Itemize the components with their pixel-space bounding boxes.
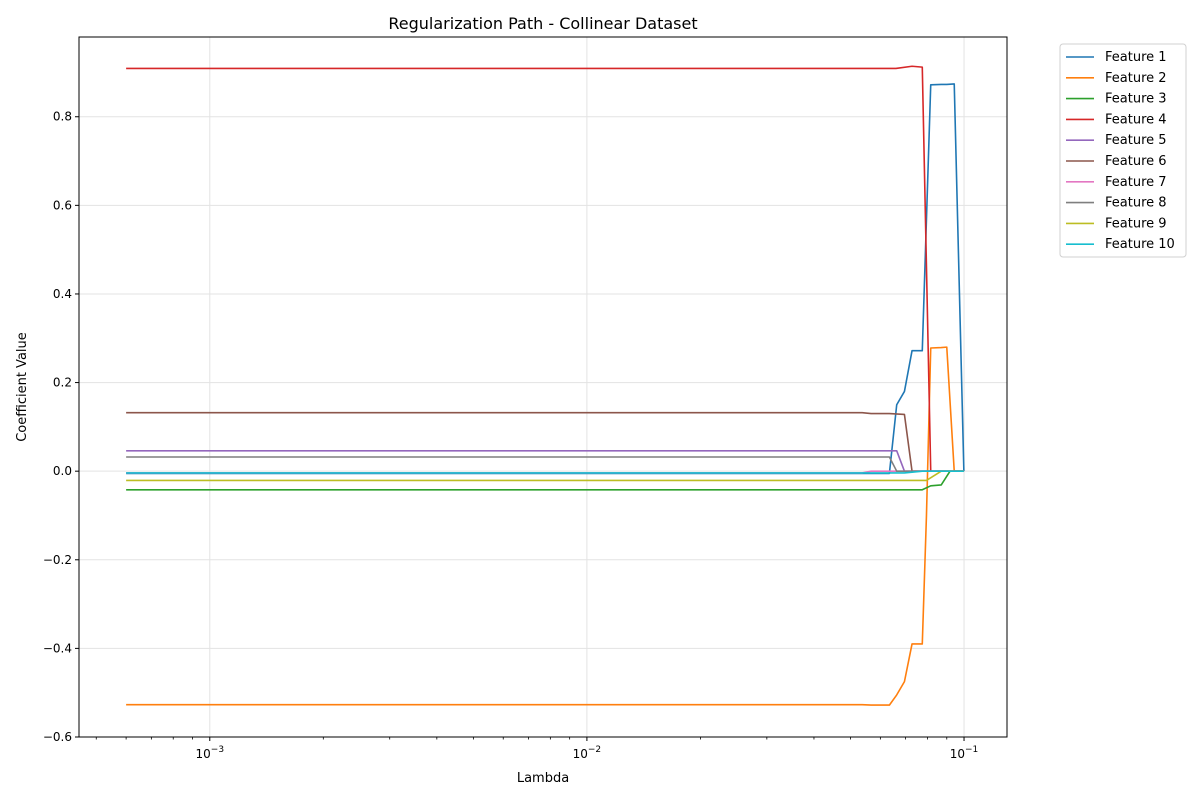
- series-line-feature-10: [126, 470, 964, 474]
- grid-layer: [79, 37, 1007, 738]
- legend-box: [1059, 43, 1187, 258]
- x-tick-label: 10−2: [573, 745, 602, 761]
- y-tick-label: 0.0: [53, 464, 72, 478]
- legend-label: Feature 7: [1105, 175, 1167, 190]
- x-tick-label: 10−3: [196, 745, 225, 761]
- legend-label: Feature 6: [1105, 154, 1167, 169]
- legend-label: Feature 2: [1105, 71, 1167, 86]
- y-tick-label: 0.8: [53, 110, 72, 124]
- legend: Feature 1 Feature 2 Feature 3 Feature 4 Feat…: [1059, 43, 1187, 258]
- y-tick-label: −0.4: [43, 641, 72, 655]
- x-axis-label: Lambda: [517, 771, 569, 786]
- y-axis-label: Coefficient Value: [15, 332, 30, 442]
- y-tick-label: −0.2: [43, 553, 72, 567]
- legend-label: Feature 3: [1105, 92, 1167, 107]
- y-tick-label: 0.2: [53, 376, 72, 390]
- legend-label: Feature 9: [1105, 216, 1167, 231]
- tick-layer: −0.6 −0.4 −0.2 0.0 0.2 0.4 0.6 0.8 10−3 10−2 10−1: [43, 110, 978, 761]
- y-tick-label: 0.6: [53, 198, 72, 212]
- legend-label: Feature 8: [1105, 196, 1167, 211]
- y-tick-label: −0.6: [43, 730, 72, 744]
- series-line-feature-1: [126, 83, 965, 475]
- series-line-feature-2: [126, 346, 964, 706]
- x-tick-label: 10−1: [950, 745, 979, 761]
- legend-label: Feature 1: [1105, 50, 1167, 65]
- legend-label: Feature 4: [1105, 112, 1167, 127]
- legend-label: Feature 5: [1105, 133, 1167, 148]
- series-layer: [126, 65, 965, 706]
- chart-title: Regularization Path - Collinear Dataset: [388, 14, 697, 33]
- plot-frame: [78, 36, 1008, 738]
- y-tick-label: 0.4: [53, 287, 72, 301]
- legend-label: Feature 10: [1105, 237, 1175, 252]
